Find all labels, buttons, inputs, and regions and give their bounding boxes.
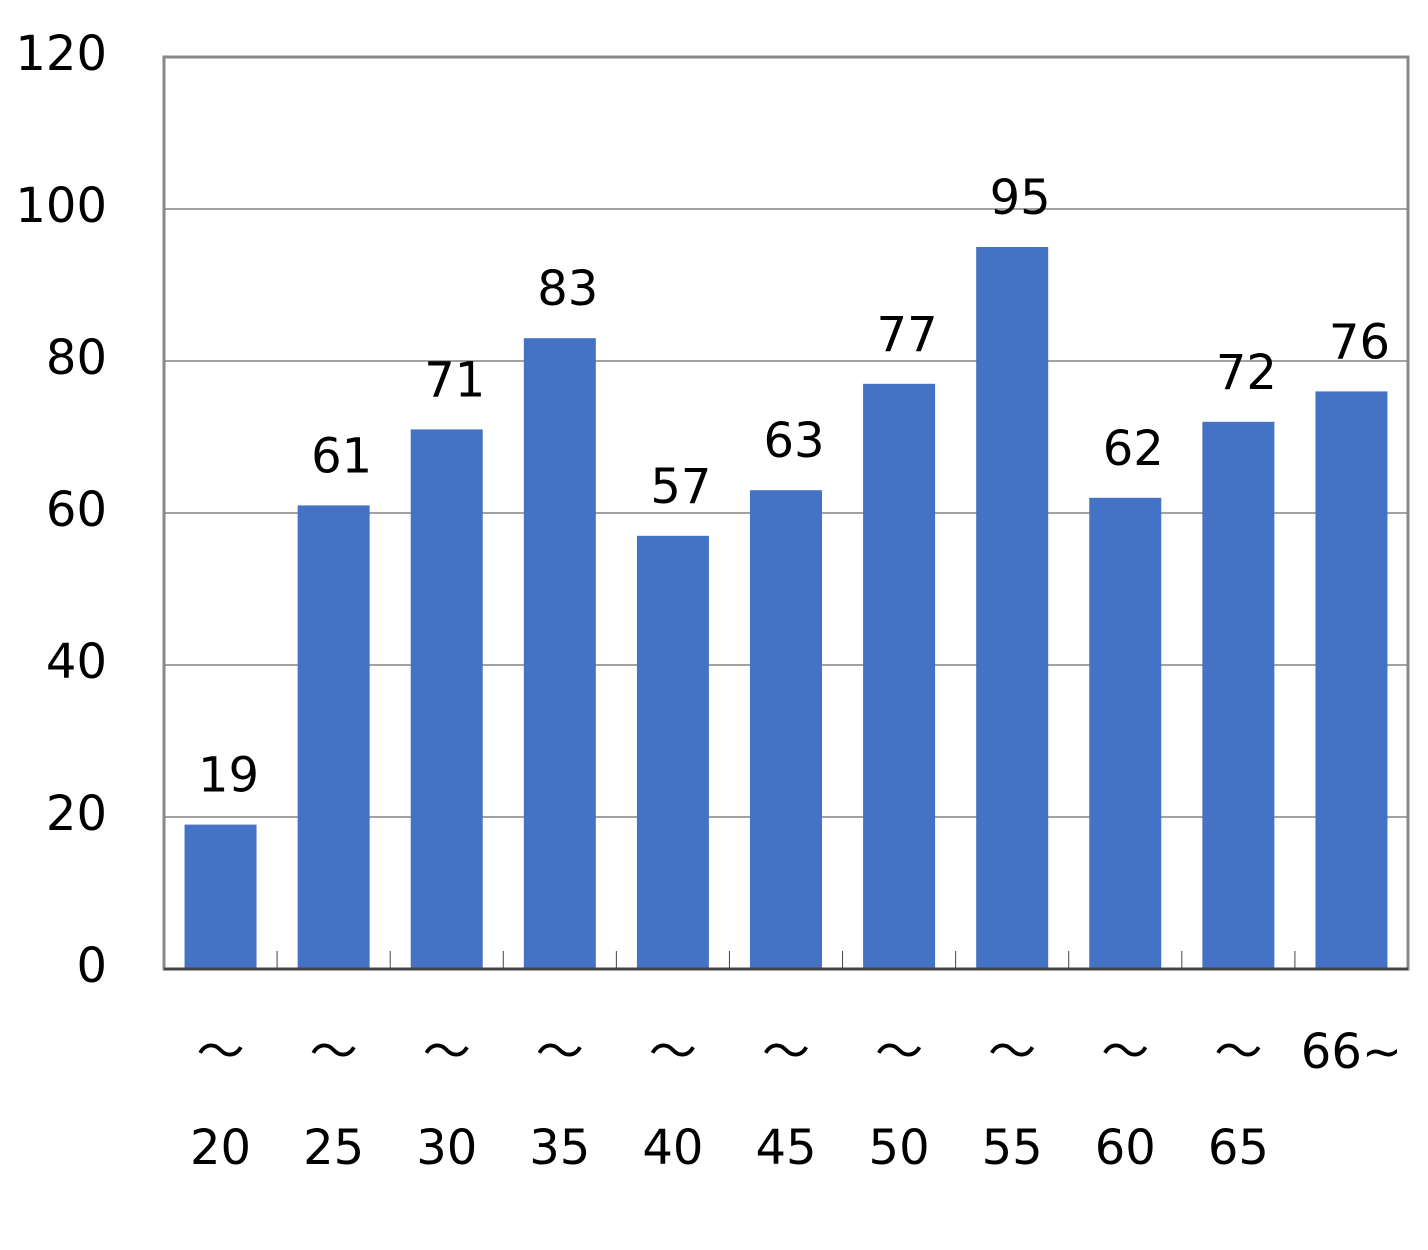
bar xyxy=(297,505,370,969)
x-tick-label: 60 xyxy=(1095,1120,1156,1176)
bar xyxy=(1202,421,1275,969)
value-label: 62 xyxy=(1103,421,1164,477)
value-label: 77 xyxy=(877,307,938,363)
value-label: 76 xyxy=(1329,314,1390,370)
value-label: 63 xyxy=(763,413,824,469)
bar xyxy=(750,490,822,969)
x-tick-label: 30 xyxy=(416,1120,477,1176)
y-tick-label: 20 xyxy=(46,786,107,842)
x-tick-label: ～ xyxy=(423,1024,471,1080)
bar xyxy=(1315,391,1388,969)
bar xyxy=(636,535,709,969)
value-label: 72 xyxy=(1216,345,1277,401)
y-tick-label: 100 xyxy=(15,178,107,234)
x-tick-label: 50 xyxy=(869,1120,930,1176)
y-tick-label: 80 xyxy=(46,330,107,386)
value-label: 71 xyxy=(424,352,485,408)
value-label: 61 xyxy=(311,428,372,484)
x-tick-label: ～ xyxy=(197,1024,245,1080)
x-tick-label: 65 xyxy=(1208,1120,1269,1176)
x-tick-label: 35 xyxy=(529,1120,590,1176)
x-tick-label: ～ xyxy=(1214,1024,1262,1080)
value-label: 95 xyxy=(990,170,1051,226)
y-tick-label: 40 xyxy=(46,634,107,690)
y-tick-label: 0 xyxy=(76,938,107,994)
x-tick-label: 40 xyxy=(642,1120,703,1176)
x-tick-label: ～ xyxy=(310,1024,358,1080)
x-tick-label: ～ xyxy=(762,1024,810,1080)
y-tick-label: 60 xyxy=(46,482,107,538)
bar xyxy=(863,383,936,969)
x-tick-label: 45 xyxy=(755,1120,816,1176)
bar xyxy=(523,338,596,969)
x-tick-label: 66~ xyxy=(1301,1024,1402,1080)
x-tick-label: ～ xyxy=(649,1024,697,1080)
x-tick-label: 20 xyxy=(190,1120,251,1176)
bar xyxy=(1089,497,1162,969)
value-label: 19 xyxy=(198,748,259,804)
y-tick-label: 120 xyxy=(15,26,107,82)
value-label: 83 xyxy=(537,261,598,317)
x-tick-label: 55 xyxy=(982,1120,1043,1176)
bar xyxy=(410,429,483,969)
value-label: 57 xyxy=(650,459,711,515)
x-tick-label: 25 xyxy=(303,1120,364,1176)
x-tick-label: ～ xyxy=(875,1024,923,1080)
bar xyxy=(976,247,1049,969)
bar xyxy=(184,824,257,969)
x-tick-label: ～ xyxy=(988,1024,1036,1080)
x-tick-label: ～ xyxy=(1101,1024,1149,1080)
x-tick-label: ～ xyxy=(536,1024,584,1080)
